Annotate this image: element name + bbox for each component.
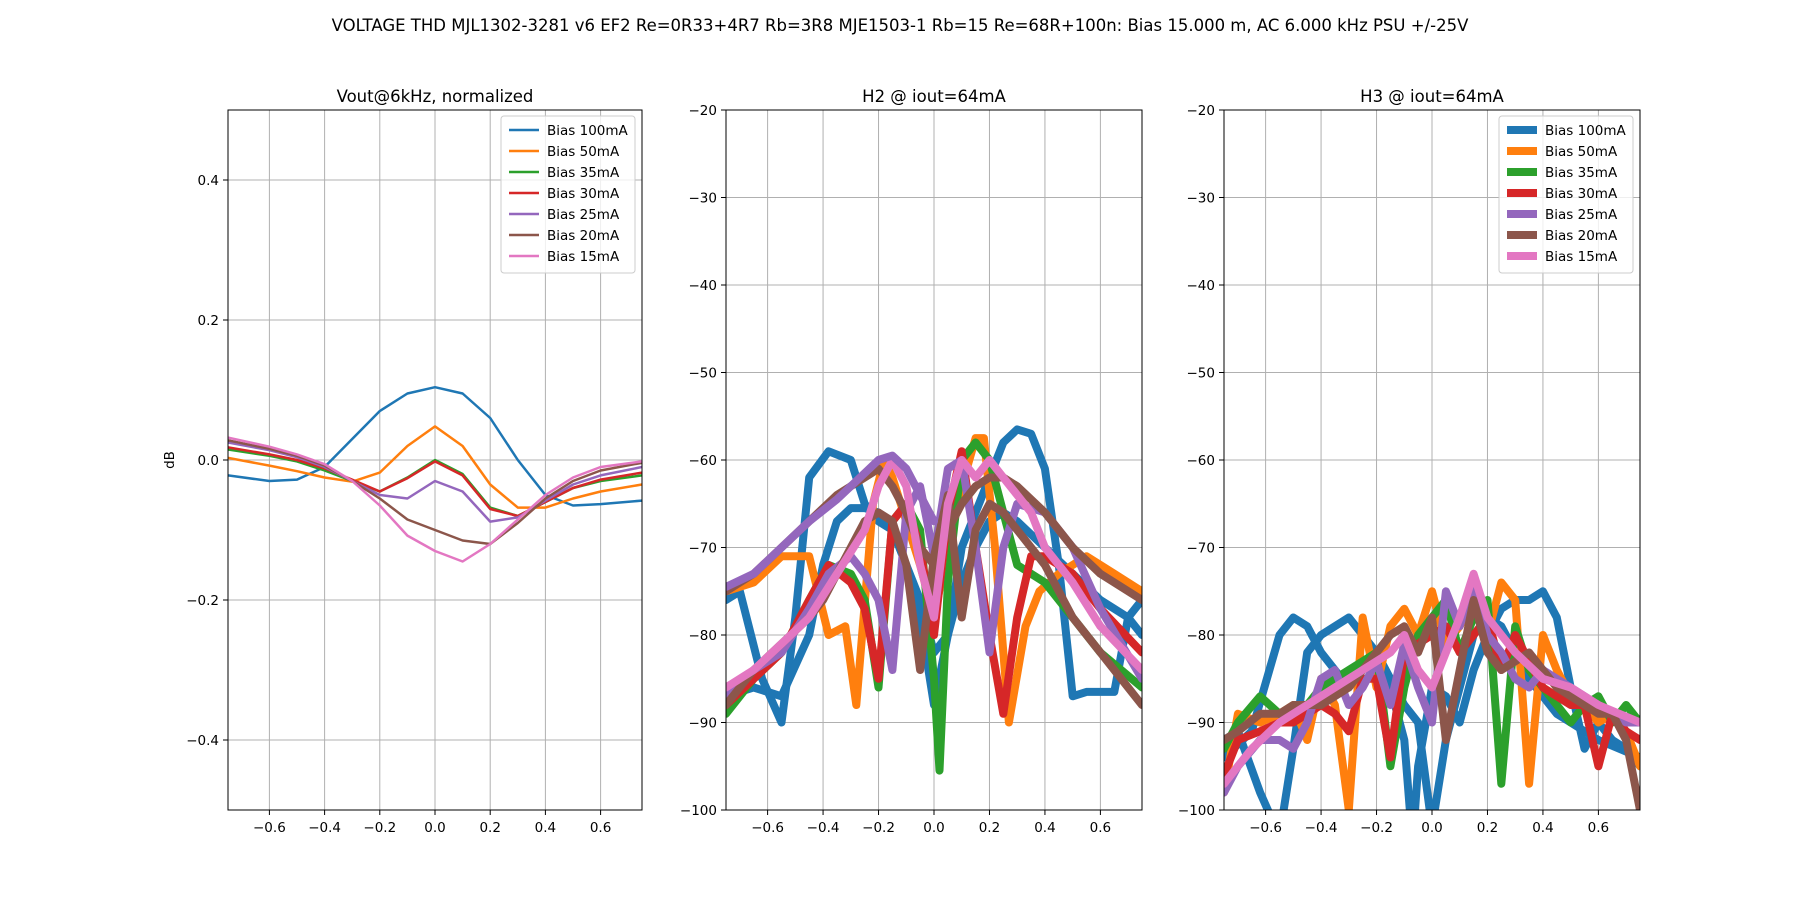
x-tick-label: 0.2 [1477,820,1498,836]
legend-label: Bias 50mA [1545,144,1618,160]
x-tick-label: 0.6 [1588,820,1609,836]
x-tick-label: 0.2 [979,820,1000,836]
y-tick-label: 0.4 [198,173,219,189]
legend-label: Bias 50mA [547,144,620,160]
y-tick-label: −50 [1187,366,1216,382]
series-line [726,456,1142,692]
subplot-title: H2 @ iout=64mA [862,87,1006,106]
x-tick-label: 0.0 [1421,820,1442,836]
y-axis-label: dB [162,451,178,469]
y-tick-label: 0.0 [198,453,219,469]
x-tick-label: −0.2 [363,820,396,836]
series-group [1224,569,1640,810]
legend: Bias 100mA Bias 50mA Bias 35mA Bias 30mA Bia… [500,115,636,274]
y-tick-label: −30 [689,191,718,207]
y-tick-label: −60 [689,453,718,469]
x-tick-label: −0.2 [862,820,895,836]
legend: Bias 100mA Bias 50mA Bias 35mA Bias 30mA Bia… [1498,115,1634,274]
legend-label: Bias 25mA [547,207,620,223]
subplot-title: Vout@6kHz, normalized [337,87,534,106]
x-tick-label: 0.0 [923,820,944,836]
x-tick-label: 0.4 [1532,820,1553,836]
legend-label: Bias 25mA [1545,207,1618,223]
legend-label: Bias 20mA [1545,228,1618,244]
y-tick-label: −20 [1187,103,1216,119]
x-tick-label: 0.2 [479,820,500,836]
legend-label: Bias 35mA [547,165,620,181]
figure-suptitle: VOLTAGE THD MJL1302-3281 v6 EF2 Re=0R33+… [332,16,1469,35]
y-tick-label: −70 [1187,541,1216,557]
y-tick-label: −100 [1178,803,1215,819]
y-tick-label: 0.2 [198,313,219,329]
y-tick-label: −20 [689,103,718,119]
y-tick-label: −90 [689,716,718,732]
y-tick-label: −70 [689,541,718,557]
legend-label: Bias 15mA [1545,249,1618,265]
x-tick-label: 0.6 [590,820,611,836]
series-line [228,441,642,523]
series-line [228,436,642,563]
y-tick-label: −0.4 [186,733,219,749]
x-tick-label: −0.2 [1360,820,1393,836]
x-tick-label: −0.6 [253,820,286,836]
series-line [228,446,642,518]
series-line [726,451,938,591]
legend-label: Bias 35mA [1545,165,1618,181]
legend-label: Bias 30mA [547,186,620,202]
y-tick-label: −50 [689,366,718,382]
y-tick-label: −60 [1187,453,1216,469]
y-tick-label: −30 [1187,191,1216,207]
subplot-title: H3 @ iout=64mA [1360,87,1504,106]
axes-frame [725,109,1143,811]
x-tick-label: −0.6 [1249,820,1282,836]
x-tick-label: −0.4 [807,820,840,836]
legend-label: Bias 30mA [1545,186,1618,202]
x-tick-label: −0.4 [308,820,341,836]
y-tick-label: −90 [1187,716,1216,732]
y-tick-label: −100 [680,803,717,819]
axes-layer: −0.6 −0.4 −0.2 0.0 0.2 0.4 0.6 −0.4 −0.2 0.0 0.2 0.… [162,87,1641,836]
series-group [726,425,1142,775]
legend-label: Bias 100mA [547,123,629,139]
y-tick-label: −0.2 [186,593,219,609]
axes-frame [227,109,643,811]
series-line [1224,569,1640,788]
legend-label: Bias 20mA [547,228,620,244]
subplot-2: −0.6 −0.4 −0.2 0.0 0.2 0.4 0.6 −100 −90 −80 −70 −60… [680,87,1143,836]
series-line [228,425,642,509]
legend-label: Bias 15mA [547,249,620,265]
series-line [228,439,642,546]
legend-label: Bias 100mA [1545,123,1627,139]
y-tick-label: −40 [1187,278,1216,294]
series-group [228,385,642,563]
subplot-1: −0.6 −0.4 −0.2 0.0 0.2 0.4 0.6 −0.4 −0.2 0.0 0.2 0.… [162,87,643,836]
axes-frame [1223,109,1641,811]
y-tick-label: −80 [689,628,718,644]
x-tick-label: −0.6 [751,820,784,836]
x-tick-label: −0.4 [1305,820,1338,836]
x-tick-label: 0.4 [1034,820,1055,836]
x-tick-label: 0.0 [424,820,445,836]
x-tick-label: 0.6 [1090,820,1111,836]
y-tick-label: −80 [1187,628,1216,644]
x-tick-label: 0.4 [535,820,556,836]
subplot-3: −0.6 −0.4 −0.2 0.0 0.2 0.4 0.6 −100 −90 −80 −70 −60… [1178,87,1641,836]
y-tick-label: −40 [689,278,718,294]
